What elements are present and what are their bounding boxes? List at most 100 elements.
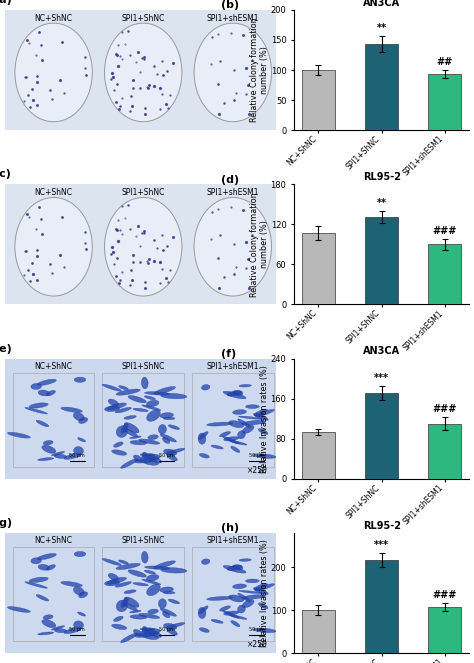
- Ellipse shape: [74, 377, 86, 383]
- Ellipse shape: [199, 606, 208, 614]
- Text: 50 μm: 50 μm: [69, 453, 85, 457]
- Ellipse shape: [73, 412, 84, 421]
- Ellipse shape: [144, 570, 155, 574]
- Text: SPI1+ShNC: SPI1+ShNC: [121, 362, 165, 371]
- Y-axis label: Relative Invasion rates (%): Relative Invasion rates (%): [260, 365, 269, 473]
- Ellipse shape: [141, 552, 148, 563]
- Ellipse shape: [8, 432, 30, 438]
- Ellipse shape: [239, 385, 251, 387]
- Bar: [192, 373, 273, 467]
- Ellipse shape: [43, 440, 53, 445]
- Ellipse shape: [140, 628, 155, 631]
- Ellipse shape: [168, 599, 180, 604]
- Ellipse shape: [46, 565, 55, 570]
- Ellipse shape: [78, 612, 86, 616]
- Ellipse shape: [43, 615, 53, 619]
- Ellipse shape: [64, 453, 82, 459]
- Ellipse shape: [146, 400, 159, 406]
- Ellipse shape: [223, 436, 239, 444]
- Ellipse shape: [233, 391, 243, 396]
- Ellipse shape: [242, 595, 265, 599]
- Ellipse shape: [164, 417, 175, 420]
- Ellipse shape: [146, 575, 159, 581]
- Ellipse shape: [198, 433, 206, 444]
- Ellipse shape: [233, 565, 243, 570]
- Text: SPI1+shESM1: SPI1+shESM1: [207, 536, 259, 546]
- Text: **: **: [377, 23, 387, 33]
- Text: (e): (e): [0, 343, 12, 354]
- Bar: [302, 610, 335, 653]
- Text: (d): (d): [220, 174, 239, 184]
- Text: NC+ShNC: NC+ShNC: [35, 188, 73, 197]
- Bar: [302, 70, 335, 130]
- Ellipse shape: [42, 445, 56, 453]
- Ellipse shape: [211, 619, 223, 623]
- Ellipse shape: [229, 440, 247, 445]
- Ellipse shape: [231, 621, 240, 627]
- Ellipse shape: [166, 623, 185, 629]
- Ellipse shape: [124, 423, 139, 433]
- Ellipse shape: [36, 420, 49, 427]
- Ellipse shape: [124, 590, 136, 593]
- Ellipse shape: [42, 619, 56, 628]
- Ellipse shape: [146, 410, 160, 421]
- Ellipse shape: [135, 632, 159, 637]
- Ellipse shape: [158, 424, 166, 434]
- Ellipse shape: [114, 616, 123, 621]
- Text: SPI1+shESM1: SPI1+shESM1: [207, 362, 259, 371]
- Ellipse shape: [228, 595, 244, 602]
- Y-axis label: Relative Invasion rates (%): Relative Invasion rates (%): [260, 539, 269, 647]
- Ellipse shape: [258, 603, 268, 609]
- Ellipse shape: [253, 628, 276, 633]
- Ellipse shape: [243, 425, 254, 434]
- Ellipse shape: [37, 554, 56, 560]
- Ellipse shape: [164, 623, 177, 630]
- Ellipse shape: [116, 600, 128, 612]
- Ellipse shape: [134, 455, 142, 462]
- Y-axis label: Relative Colony formation
number (%): Relative Colony formation number (%): [250, 192, 269, 296]
- Text: ###: ###: [433, 404, 457, 414]
- Ellipse shape: [141, 454, 161, 459]
- Ellipse shape: [107, 577, 127, 584]
- Bar: [102, 373, 184, 467]
- Ellipse shape: [238, 416, 262, 419]
- Ellipse shape: [128, 396, 146, 403]
- Text: 50 μm: 50 μm: [248, 627, 264, 632]
- Ellipse shape: [108, 573, 118, 580]
- Text: 50 μm: 50 μm: [159, 453, 175, 457]
- Ellipse shape: [102, 558, 121, 566]
- Ellipse shape: [139, 613, 160, 619]
- Ellipse shape: [223, 566, 246, 573]
- Ellipse shape: [194, 198, 272, 296]
- Ellipse shape: [223, 611, 239, 618]
- Ellipse shape: [201, 559, 210, 564]
- Ellipse shape: [135, 457, 159, 463]
- Text: ###: ###: [433, 590, 457, 600]
- Y-axis label: Relative Colony formation
number (%): Relative Colony formation number (%): [250, 18, 269, 123]
- Text: NC+ShNC: NC+ShNC: [35, 536, 73, 546]
- Ellipse shape: [129, 436, 141, 439]
- Ellipse shape: [124, 416, 136, 419]
- Bar: [13, 547, 94, 641]
- Ellipse shape: [78, 438, 86, 442]
- Ellipse shape: [198, 607, 206, 619]
- Text: ***: ***: [374, 540, 389, 550]
- Ellipse shape: [223, 391, 246, 399]
- Ellipse shape: [133, 408, 148, 412]
- Ellipse shape: [124, 429, 137, 437]
- Ellipse shape: [163, 612, 170, 618]
- Ellipse shape: [166, 448, 185, 454]
- Ellipse shape: [118, 560, 128, 564]
- Ellipse shape: [38, 564, 49, 570]
- Title: AN3CA: AN3CA: [363, 0, 400, 8]
- Ellipse shape: [73, 621, 83, 629]
- Bar: [365, 560, 398, 653]
- Ellipse shape: [144, 396, 155, 400]
- Text: NC+ShNC: NC+ShNC: [35, 13, 73, 23]
- Ellipse shape: [253, 453, 276, 458]
- Ellipse shape: [121, 423, 128, 433]
- Ellipse shape: [46, 391, 55, 396]
- Text: (b): (b): [220, 0, 239, 11]
- Ellipse shape: [227, 565, 242, 570]
- Ellipse shape: [120, 633, 137, 642]
